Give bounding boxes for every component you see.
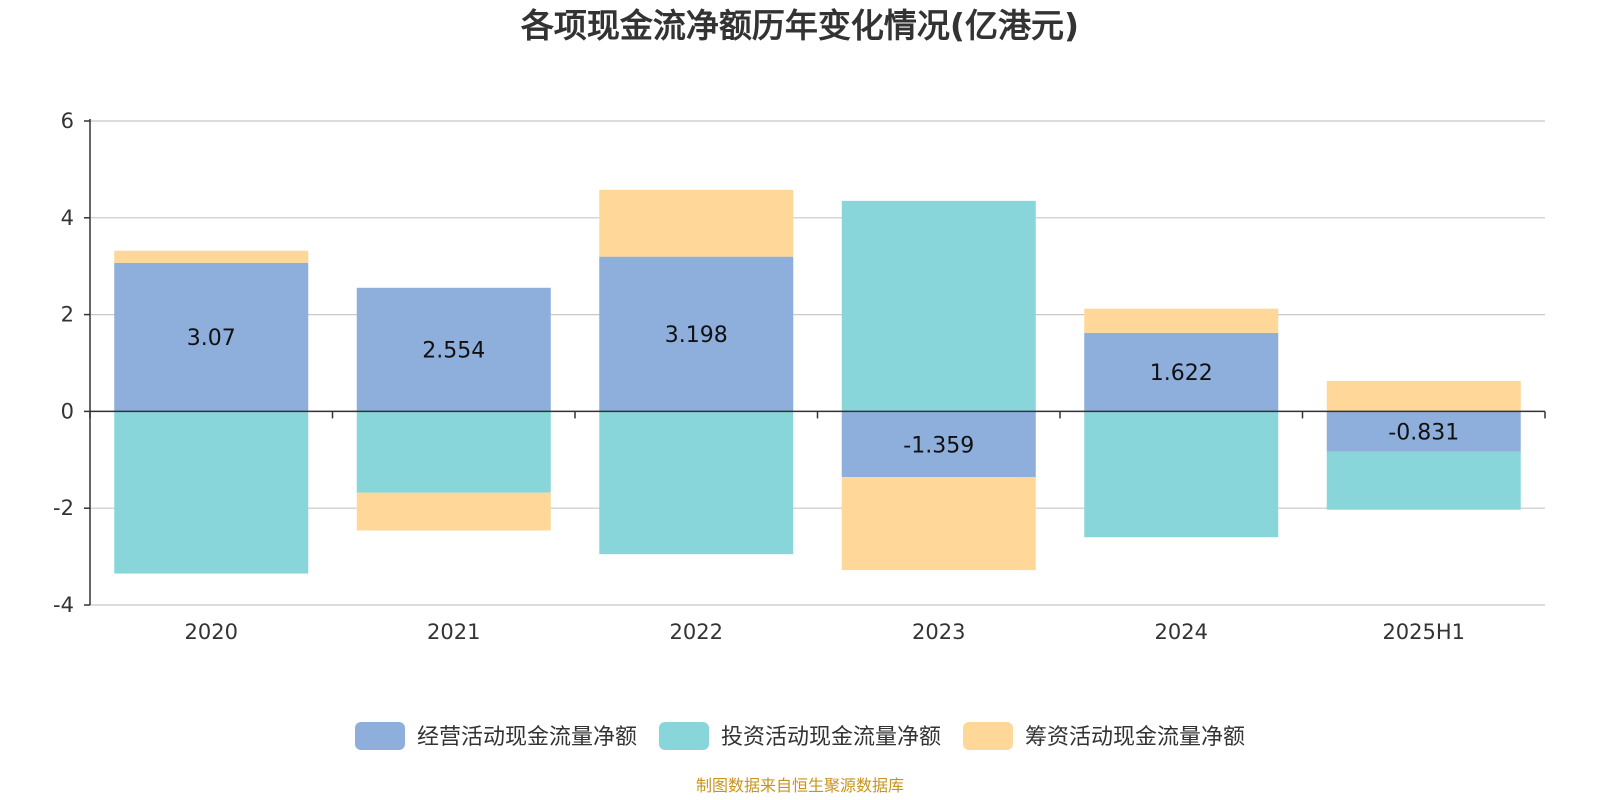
bar-1-2024 bbox=[1084, 332, 1279, 412]
chart-title: 各项现金流净额历年变化情况(亿港元) bbox=[520, 6, 1079, 45]
x-tick-label: 2023 bbox=[912, 620, 965, 644]
y-tick-label: 6 bbox=[61, 109, 74, 133]
bar-3-2023 bbox=[841, 477, 1036, 571]
x-tick-label: 2021 bbox=[427, 620, 480, 644]
legend-label-3: 筹资活动现金流量净额 bbox=[1025, 725, 1245, 750]
x-tick-label: 2022 bbox=[670, 620, 723, 644]
data-label: 3.07 bbox=[187, 326, 236, 351]
y-tick-labels: -4 -2 0 2 4 6 bbox=[53, 109, 74, 617]
bar-3-2022 bbox=[599, 189, 794, 257]
legend-swatch-2 bbox=[659, 722, 709, 750]
legend-label-1: 经营活动现金流量净额 bbox=[417, 725, 637, 750]
y-tick-label: -4 bbox=[53, 593, 74, 617]
bar-3-2021 bbox=[356, 492, 551, 531]
bar-2-2025H1 bbox=[1326, 451, 1521, 510]
bar-3-2025H1 bbox=[1326, 380, 1521, 412]
data-label: 3.198 bbox=[665, 323, 728, 348]
data-label: 1.622 bbox=[1150, 361, 1213, 386]
bar-2-2024 bbox=[1084, 411, 1279, 538]
bars bbox=[114, 189, 1521, 574]
bar-1-2020 bbox=[114, 262, 309, 412]
legend: 经营活动现金流量净额 投资活动现金流量净额 筹资活动现金流量净额 bbox=[355, 722, 1245, 750]
source-note: 制图数据来自恒生聚源数据库 bbox=[696, 776, 904, 795]
x-tick-labels: 2020 2021 2022 2023 2024 2025H1 bbox=[185, 620, 1466, 644]
legend-swatch-1 bbox=[355, 722, 405, 750]
bar-2-2021 bbox=[356, 411, 551, 493]
legend-label-2: 投资活动现金流量净额 bbox=[721, 725, 941, 750]
bar-2-2022 bbox=[599, 411, 794, 555]
data-label: -0.831 bbox=[1388, 421, 1459, 446]
bar-1-2023 bbox=[841, 411, 1036, 478]
legend-swatch-3 bbox=[963, 722, 1013, 750]
data-labels: 3.07 2.554 3.198 -1.359 1.622 -0.831 bbox=[187, 323, 1459, 458]
bar-2-2023 bbox=[841, 200, 1036, 412]
axes bbox=[84, 119, 1546, 606]
bar-1-2025H1 bbox=[1326, 411, 1521, 452]
y-tick-label: 0 bbox=[61, 399, 74, 423]
x-tick-label: 2020 bbox=[185, 620, 238, 644]
y-tick-label: 2 bbox=[61, 303, 74, 327]
x-tick-label: 2024 bbox=[1155, 620, 1208, 644]
data-label: -1.359 bbox=[903, 433, 974, 458]
bar-1-2021 bbox=[356, 287, 551, 412]
bar-3-2020 bbox=[114, 250, 309, 263]
bar-2-2020 bbox=[114, 411, 309, 574]
bar-1-2022 bbox=[599, 256, 794, 412]
y-tick-label: -2 bbox=[53, 496, 74, 520]
y-tick-label: 4 bbox=[61, 206, 74, 230]
bar-3-2024 bbox=[1084, 308, 1279, 333]
x-tick-label: 2025H1 bbox=[1382, 620, 1465, 644]
data-label: 2.554 bbox=[422, 339, 485, 364]
